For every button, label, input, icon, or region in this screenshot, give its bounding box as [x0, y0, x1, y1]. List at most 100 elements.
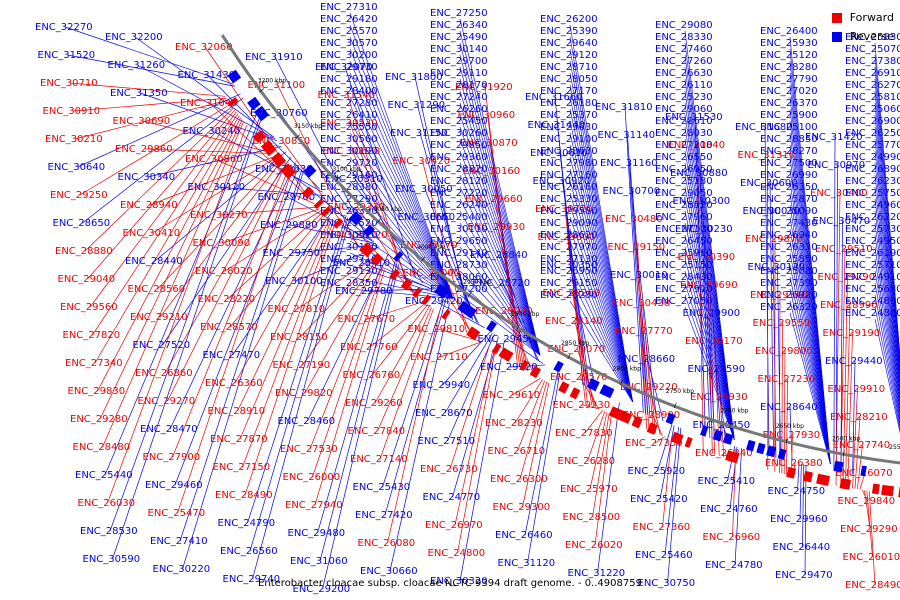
feature-label: ENC_26460 — [495, 530, 553, 541]
leader-line — [861, 489, 868, 502]
feature-label: ENC_29470 — [775, 570, 833, 581]
feature-label: ENC_30960 — [458, 110, 516, 121]
feature-label: ENC_26010 — [843, 552, 900, 563]
feature-label: ENC_26230 — [845, 176, 900, 187]
reverse-feature-block — [665, 412, 676, 425]
leader-line — [312, 268, 383, 478]
leader-line — [684, 162, 735, 440]
feature-label: ENC_30210 — [45, 134, 103, 145]
leader-line — [579, 376, 599, 409]
leader-line — [519, 381, 548, 480]
forward-feature-block — [871, 483, 880, 495]
leader-line — [99, 119, 243, 420]
leader-line — [182, 171, 304, 570]
feature-label: ENC_29360 — [430, 152, 488, 163]
leader-line — [659, 425, 675, 500]
feature-label: ENC_30530 — [320, 118, 378, 129]
leader-line — [597, 402, 620, 574]
leader-line — [459, 54, 541, 356]
leader-line — [569, 252, 633, 402]
feature-label: ENC_30160 — [463, 166, 521, 177]
feature-label: ENC_25180 — [655, 176, 713, 187]
feature-label: ENC_28480 — [73, 442, 131, 453]
feature-label: ENC_30300 — [673, 196, 731, 207]
feature-label: ENC_27930 — [763, 430, 821, 441]
feature-label: ENC_26960 — [703, 532, 761, 543]
feature-label: ENC_24790 — [218, 518, 276, 529]
feature-label: ENC_26360 — [205, 378, 263, 389]
leader-line — [69, 82, 226, 97]
leader-line — [569, 36, 633, 402]
leader-line — [284, 168, 373, 241]
feature-label: ENC_24760 — [700, 504, 758, 515]
feature-label: ENC_26250 — [845, 128, 900, 139]
leader-line — [79, 103, 231, 196]
feature-label: ENC_25120 — [760, 50, 818, 61]
feature-label: ENC_30120 — [188, 182, 246, 193]
forward-feature-block — [313, 198, 324, 210]
feature-label: ENC_29550 — [753, 318, 811, 329]
leader-line — [684, 294, 735, 440]
leader-line — [82, 97, 244, 224]
leader-line — [874, 282, 900, 424]
leader-line — [874, 66, 900, 366]
leader-line — [789, 288, 831, 464]
feature-label: ENC_26080 — [358, 538, 416, 549]
feature-label: ENC_29070 — [548, 344, 606, 355]
leader-line — [657, 424, 673, 472]
feature-label: ENC_25470 — [148, 508, 206, 519]
tick-label: 3000 kbp — [417, 244, 445, 251]
feature-label: ENC_30710 — [40, 78, 98, 89]
feature-label: ENC_27360 — [633, 522, 691, 533]
leader-line — [384, 300, 446, 516]
genome-caption: Enterobacter cloacae subsp. cloacae NCTC… — [258, 578, 642, 589]
feature-label: ENC_30650 — [398, 212, 456, 223]
leader-line — [459, 282, 541, 356]
feature-label: ENC_29880 — [260, 220, 318, 231]
leader-line — [802, 464, 805, 548]
feature-label: ENC_28450 — [693, 420, 751, 431]
feature-label: ENC_30140 — [430, 44, 488, 55]
feature-label: ENC_26910 — [845, 68, 900, 79]
leader-line — [874, 114, 900, 379]
feature-label: ENC_26450 — [655, 236, 713, 247]
feature-label: ENC_27140 — [350, 454, 408, 465]
leader-line — [684, 270, 735, 440]
leader-line — [664, 426, 679, 556]
feature-label: ENC_31310 — [738, 150, 796, 161]
feature-label: ENC_24880 — [845, 308, 900, 319]
leader-line — [159, 164, 279, 318]
leader-line — [512, 378, 541, 396]
leader-line — [582, 404, 601, 410]
feature-label: ENC_25920 — [628, 466, 686, 477]
feature-label: ENC_27900 — [143, 452, 201, 463]
feature-label: ENC_28140 — [545, 316, 603, 327]
leader-line — [104, 114, 257, 476]
leader-line — [874, 234, 900, 412]
feature-label: ENC_29180 — [320, 74, 378, 85]
leader-line — [804, 464, 807, 576]
leader-line — [562, 180, 590, 389]
feature-label: ENC_28570 — [200, 322, 258, 333]
forward-feature-block — [786, 467, 797, 479]
leader-line — [840, 220, 843, 473]
leader-line — [112, 120, 261, 560]
feature-label: ENC_30090 — [193, 238, 251, 249]
tick-label: 3200 kbp — [258, 78, 286, 85]
leader-line — [349, 180, 454, 299]
leader-line — [102, 121, 245, 448]
feature-label: ENC_25490 — [430, 32, 488, 43]
feature-label: ENC_25850 — [760, 254, 818, 265]
feature-label: ENC_31520 — [38, 50, 96, 61]
feature-label: ENC_31420 — [805, 132, 863, 143]
leader-line — [874, 138, 900, 386]
reverse-feature-block — [553, 360, 564, 373]
feature-label: ENC_25440 — [75, 470, 133, 481]
feature-label: ENC_28670 — [415, 408, 473, 419]
reverse-feature-block — [766, 445, 777, 458]
forward-feature-block — [227, 97, 239, 107]
leader-line — [172, 173, 287, 458]
feature-label: ENC_29860 — [115, 144, 173, 155]
feature-label: ENC_31100 — [248, 80, 306, 91]
